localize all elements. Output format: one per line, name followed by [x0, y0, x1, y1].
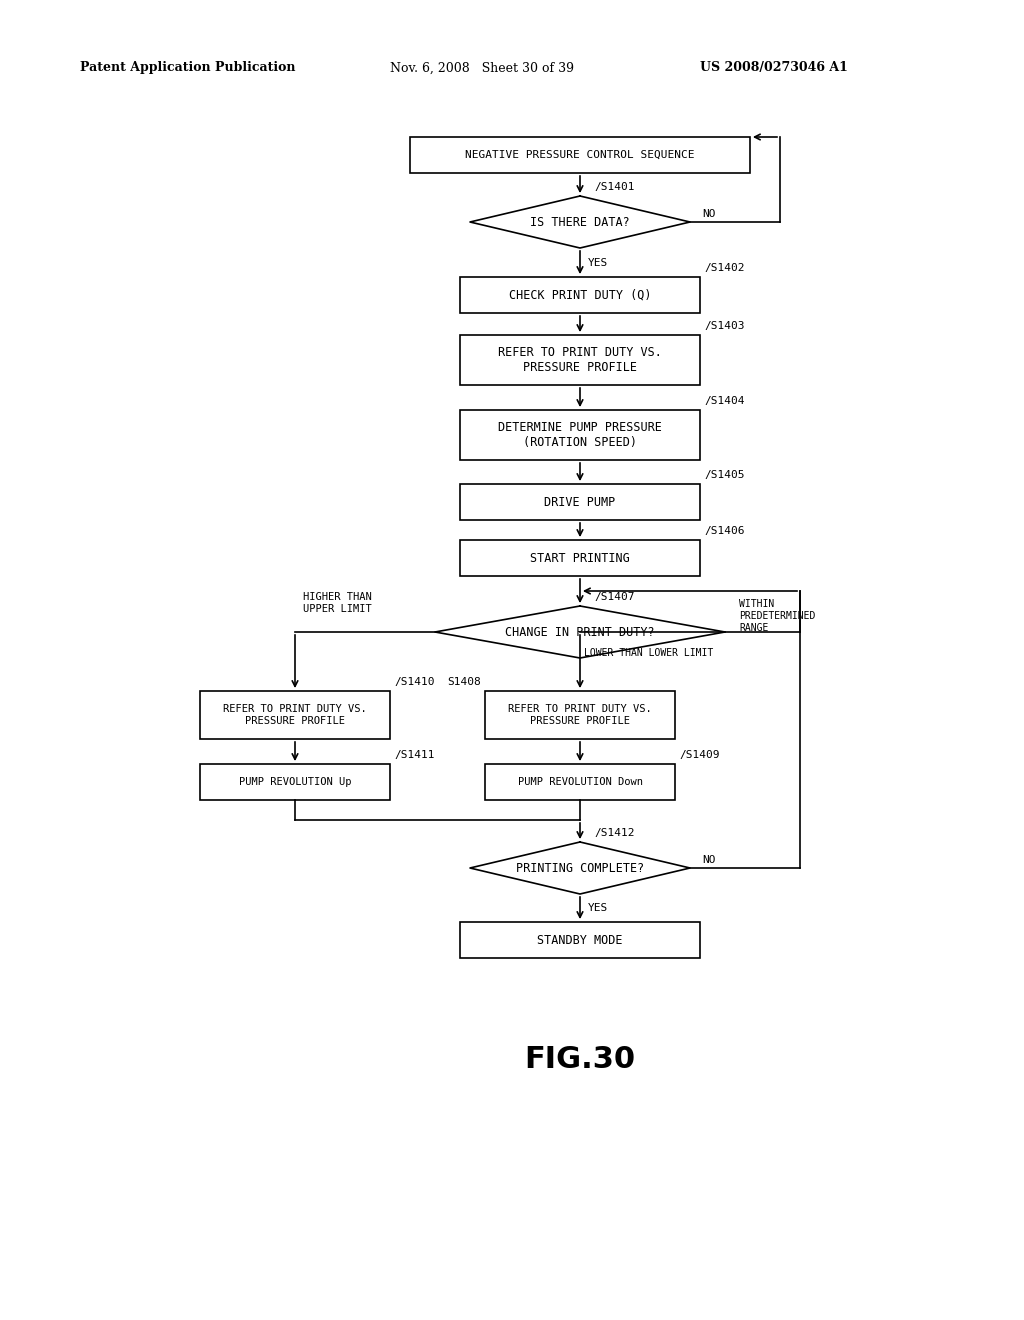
Text: PRINTING COMPLETE?: PRINTING COMPLETE?: [516, 862, 644, 874]
Bar: [485, 690, 675, 739]
Text: FIG.30: FIG.30: [524, 1045, 636, 1074]
Text: CHECK PRINT DUTY (Q): CHECK PRINT DUTY (Q): [509, 289, 651, 301]
Text: S1408: S1408: [447, 677, 481, 686]
Text: /S1404: /S1404: [705, 396, 744, 407]
Text: YES: YES: [588, 257, 608, 268]
Text: /S1412: /S1412: [594, 828, 635, 838]
Text: PUMP REVOLUTION Up: PUMP REVOLUTION Up: [239, 777, 351, 787]
Bar: [460, 484, 700, 520]
Text: /S1402: /S1402: [705, 263, 744, 273]
Text: NO: NO: [702, 855, 716, 865]
Text: STANDBY MODE: STANDBY MODE: [538, 933, 623, 946]
Bar: [460, 277, 700, 313]
Bar: [200, 690, 390, 739]
Bar: [460, 335, 700, 385]
Text: /S1401: /S1401: [594, 182, 635, 191]
Text: NO: NO: [702, 209, 716, 219]
Text: IS THERE DATA?: IS THERE DATA?: [530, 215, 630, 228]
Text: YES: YES: [588, 903, 608, 913]
Text: REFER TO PRINT DUTY VS.
PRESSURE PROFILE: REFER TO PRINT DUTY VS. PRESSURE PROFILE: [223, 704, 367, 726]
Text: /S1409: /S1409: [679, 750, 720, 760]
Text: US 2008/0273046 A1: US 2008/0273046 A1: [700, 62, 848, 74]
Text: PUMP REVOLUTION Down: PUMP REVOLUTION Down: [517, 777, 642, 787]
Text: /S1405: /S1405: [705, 470, 744, 480]
Bar: [485, 764, 675, 800]
Bar: [460, 540, 700, 576]
Text: /S1406: /S1406: [705, 525, 744, 536]
Text: HIGHER THAN
UPPER LIMIT: HIGHER THAN UPPER LIMIT: [303, 593, 372, 614]
Text: /S1411: /S1411: [394, 750, 434, 760]
Bar: [410, 137, 750, 173]
Bar: [460, 411, 700, 459]
Text: LOWER THAN LOWER LIMIT: LOWER THAN LOWER LIMIT: [584, 648, 714, 657]
Text: REFER TO PRINT DUTY VS.
PRESSURE PROFILE: REFER TO PRINT DUTY VS. PRESSURE PROFILE: [498, 346, 662, 374]
Text: CHANGE IN PRINT DUTY?: CHANGE IN PRINT DUTY?: [505, 626, 654, 639]
Bar: [460, 921, 700, 958]
Text: Nov. 6, 2008   Sheet 30 of 39: Nov. 6, 2008 Sheet 30 of 39: [390, 62, 574, 74]
Text: NEGATIVE PRESSURE CONTROL SEQUENCE: NEGATIVE PRESSURE CONTROL SEQUENCE: [465, 150, 694, 160]
Text: Patent Application Publication: Patent Application Publication: [80, 62, 296, 74]
Text: DRIVE PUMP: DRIVE PUMP: [545, 495, 615, 508]
Text: WITHIN
PREDETERMINED
RANGE: WITHIN PREDETERMINED RANGE: [739, 599, 815, 632]
Text: /S1410: /S1410: [394, 677, 434, 686]
Text: /S1403: /S1403: [705, 321, 744, 331]
Text: DETERMINE PUMP PRESSURE
(ROTATION SPEED): DETERMINE PUMP PRESSURE (ROTATION SPEED): [498, 421, 662, 449]
Text: /S1407: /S1407: [594, 591, 635, 602]
Text: START PRINTING: START PRINTING: [530, 552, 630, 565]
Bar: [200, 764, 390, 800]
Text: REFER TO PRINT DUTY VS.
PRESSURE PROFILE: REFER TO PRINT DUTY VS. PRESSURE PROFILE: [508, 704, 652, 726]
